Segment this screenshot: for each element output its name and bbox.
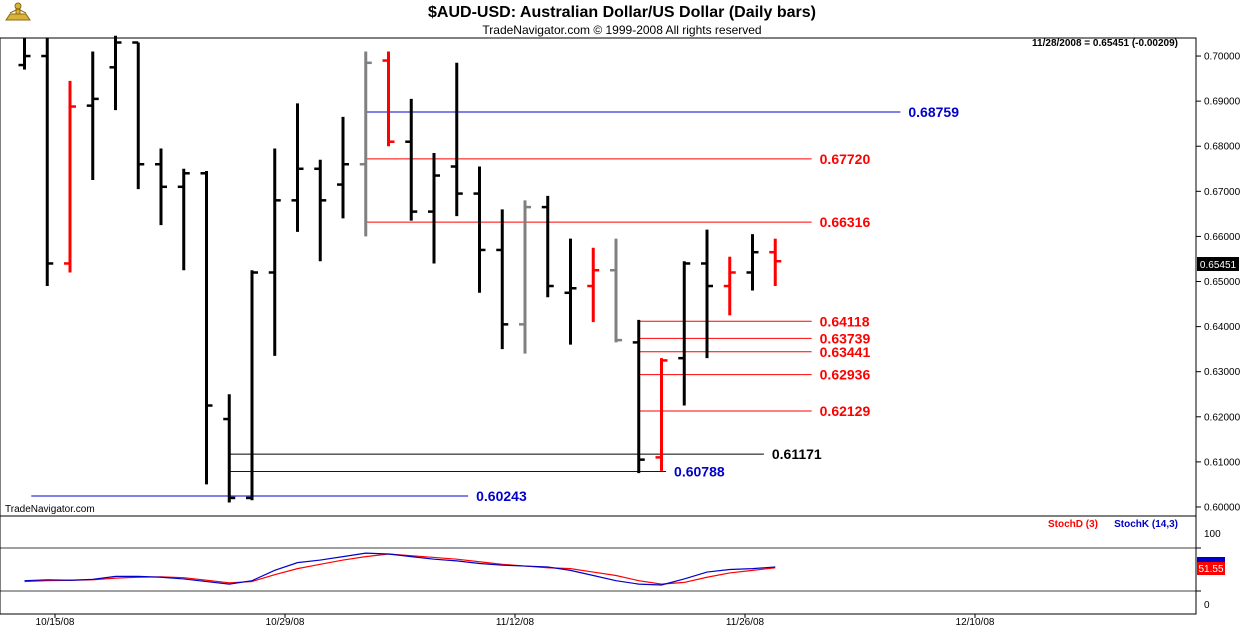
watermark: TradeNavigator.com <box>5 504 95 515</box>
chart-title: $AUD-USD: Australian Dollar/US Dollar (D… <box>428 4 816 21</box>
ohlc-bar <box>701 229 713 359</box>
ohlc-bar <box>132 41 145 190</box>
ohlc-bar <box>723 256 736 316</box>
level-label: 0.66316 <box>820 214 871 230</box>
stochk-value-box <box>1197 557 1225 565</box>
ohlc-bar <box>18 38 31 70</box>
price-tick-label: 0.62000 <box>1204 412 1241 423</box>
ohlc-bar <box>359 51 372 237</box>
ohlc-bar <box>496 209 509 350</box>
last-price-box <box>1197 257 1239 271</box>
ohlc-bar <box>564 238 577 345</box>
ohlc-bar <box>587 247 600 323</box>
ohlc-bar <box>177 168 190 271</box>
price-tick-label: 0.64000 <box>1204 322 1241 333</box>
stochastic-lines <box>24 552 776 586</box>
ohlc-bar <box>746 234 759 291</box>
stochastic-axis: 100 0 <box>0 529 1221 611</box>
level-label: 0.63739 <box>820 330 871 346</box>
level-label: 0.63441 <box>820 344 871 360</box>
ohlc-bar <box>428 152 440 264</box>
ohlc-bar <box>541 195 554 298</box>
date-tick-label: 11/26/08 <box>726 617 765 628</box>
level-label: 0.60788 <box>674 463 725 479</box>
stochd-value-box <box>1197 562 1225 575</box>
status-readout: 11/28/2008 = 0.65451 (-0.00209) <box>1032 38 1178 49</box>
price-tick-label: 0.65000 <box>1204 277 1241 288</box>
level-label: 0.67720 <box>820 151 871 167</box>
price-tick-label: 0.60000 <box>1204 502 1241 513</box>
ohlc-bar <box>769 238 782 287</box>
price-tick-label: 0.69000 <box>1204 97 1241 108</box>
ohlc-bar <box>678 261 691 406</box>
stoch-value-label: 51.55 <box>1198 564 1223 575</box>
price-tick-label: 0.68000 <box>1204 142 1241 153</box>
ohlc-bar <box>64 80 76 273</box>
ohlc-bar <box>223 394 236 503</box>
ohlc-bar <box>655 358 668 471</box>
price-axis: 0.70000 0.69000 0.68000 0.67000 0.66000 0.650… <box>1196 52 1241 513</box>
price-tick-label: 0.70000 <box>1204 52 1241 63</box>
price-tick-label: 0.66000 <box>1204 232 1241 243</box>
ohlc-bar <box>450 62 463 217</box>
date-axis: 10/15/08 10/29/08 11/12/08 11/26/08 12/10/08 <box>36 614 995 628</box>
ohlc-bar <box>405 98 418 221</box>
ohlc-bar <box>382 51 395 147</box>
ohlc-bar <box>200 171 213 485</box>
last-price-label: 0.65451 <box>1200 260 1237 271</box>
legend-stochd: StochD (3) <box>1048 519 1098 530</box>
price-tick-label: 0.67000 <box>1204 187 1241 198</box>
chart-subtitle: TradeNavigator.com © 1999-2008 All right… <box>482 23 761 37</box>
level-label: 0.61171 <box>772 446 822 462</box>
level-label: 0.64118 <box>820 313 870 329</box>
stochastic-panel-frame <box>0 515 1197 615</box>
ohlc-bar <box>632 319 645 474</box>
price-tick-label: 0.63000 <box>1204 367 1241 378</box>
ohlc-bar <box>41 38 54 287</box>
ohlc-bar <box>519 200 531 354</box>
stoch-series-line <box>24 552 776 586</box>
price-tick-label: 0.61000 <box>1204 457 1241 468</box>
ohlc-bar <box>291 103 304 232</box>
stoch-tick-label: 100 <box>1204 529 1221 540</box>
level-label: 0.62936 <box>820 367 871 383</box>
level-lines: 0.68759 0.67720 0.66316 0.641180.637390.634… <box>31 104 959 504</box>
ohlc-bar <box>337 116 349 219</box>
ohlc-bar <box>86 51 99 181</box>
date-tick-label: 11/12/08 <box>496 617 535 628</box>
level-label: 0.68759 <box>908 104 959 120</box>
tradenavigator-logo-icon <box>5 2 31 21</box>
level-label: 0.60243 <box>476 488 527 504</box>
date-tick-label: 10/15/08 <box>36 617 75 628</box>
ohlc-bar <box>109 35 122 111</box>
ohlc-bar <box>473 166 486 293</box>
date-tick-label: 10/29/08 <box>266 617 305 628</box>
level-label: 0.62129 <box>820 403 871 419</box>
ohlc-bar <box>314 159 327 262</box>
ohlc-bar <box>610 238 622 343</box>
ohlc-bars <box>18 35 782 503</box>
date-tick-label: 12/10/08 <box>956 617 995 628</box>
ohlc-bar <box>155 148 167 226</box>
legend-stochk: StochK (14,3) <box>1114 519 1178 530</box>
stoch-tick-label: 0 <box>1204 600 1210 611</box>
ohlc-bar <box>246 270 258 501</box>
ohlc-bar <box>268 148 281 356</box>
